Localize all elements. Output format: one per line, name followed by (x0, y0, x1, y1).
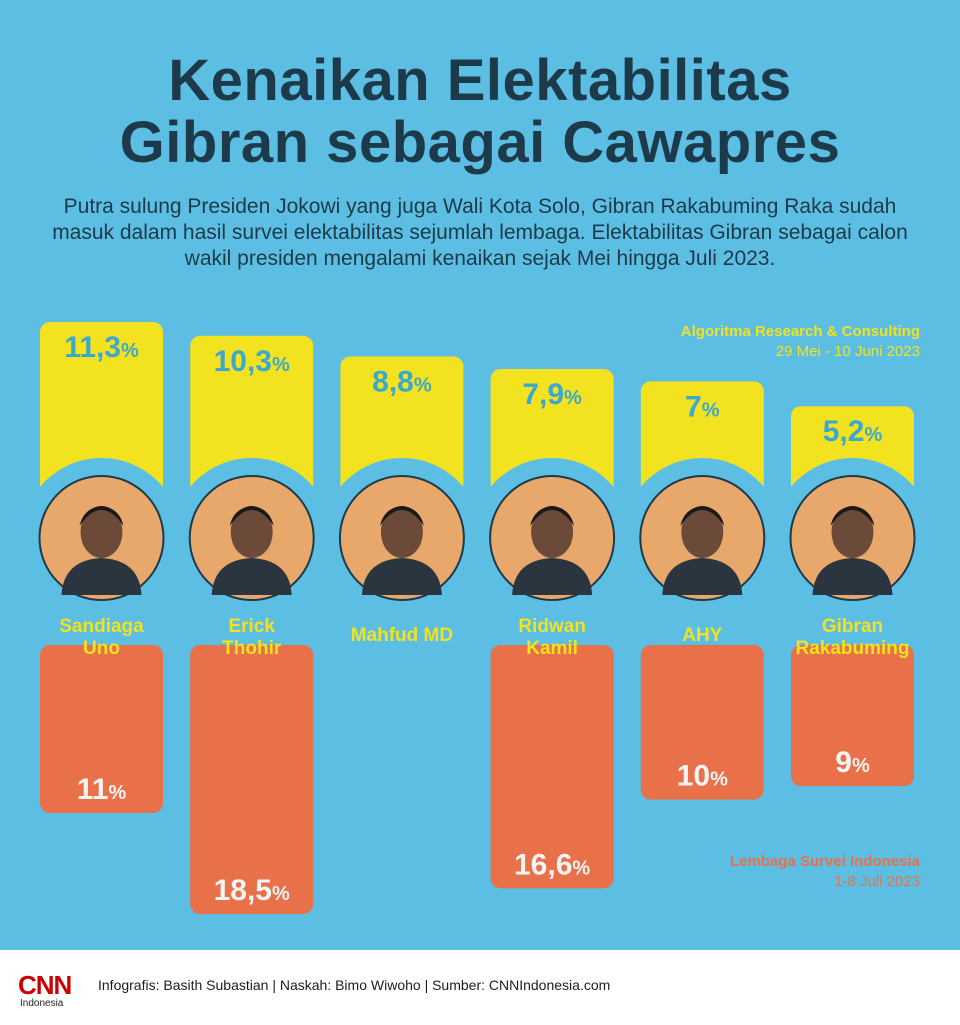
bar-bottom (190, 645, 314, 914)
candidate-name: Ridwan (518, 616, 586, 637)
bar-bottom (791, 645, 914, 787)
credits: Infografis: Basith Subastian | Naskah: B… (98, 977, 611, 993)
portrait-shoulders (662, 558, 743, 595)
candidate-name: AHY (682, 625, 722, 646)
portrait-head (681, 506, 724, 558)
intro-paragraph: Putra sulung Presiden Jokowi yang juga W… (52, 195, 908, 270)
portrait-shoulders (812, 558, 893, 595)
title-line-1: Kenaikan Elektabilitas (168, 48, 792, 113)
portrait-shoulders (512, 558, 593, 595)
portrait-hair (680, 506, 725, 526)
portrait-head (531, 506, 574, 558)
candidate-name: Sandiaga (59, 616, 144, 637)
source-top-period: 29 Mei - 10 Juni 2023 (775, 343, 920, 360)
portrait-shoulders (211, 558, 292, 595)
portrait-hair (379, 506, 424, 526)
portrait-shoulders (361, 558, 442, 595)
candidate-name: Uno (83, 638, 120, 659)
value-label-top: 7% (685, 390, 720, 423)
value-label-top: 8,8% (372, 366, 432, 399)
portrait-hair (229, 506, 274, 526)
title-line-2: Gibran sebagai Cawapres (119, 110, 841, 175)
bar-top (190, 335, 314, 498)
portrait-head (230, 506, 273, 558)
candidate-group: 7% 10% AHY (622, 381, 783, 800)
source-bottom-period: 1-8 Juli 2023 (834, 873, 920, 890)
cnn-logo-text: CNN (18, 970, 72, 1000)
portrait-hair (530, 506, 575, 526)
value-label-bottom: 10% (677, 760, 728, 793)
value-label-top: 10,3% (214, 345, 290, 378)
portrait-shoulders (61, 558, 142, 595)
bar-bottom (640, 645, 764, 800)
footer: CNN Indonesia Infografis: Basith Subasti… (0, 950, 960, 1025)
portrait-head (80, 506, 123, 558)
cnn-logo-subtext: Indonesia (20, 998, 64, 1009)
bar-bottom (490, 645, 614, 889)
bar-top (40, 322, 163, 498)
value-label-top: 5,2% (823, 415, 883, 448)
candidate-name: Kamil (526, 638, 578, 659)
value-label-bottom: 9% (835, 746, 870, 779)
candidate-name: Rakabuming (795, 638, 909, 659)
source-top: Algoritma Research & Consulting 29 Mei -… (681, 322, 920, 362)
cnn-logo[interactable]: CNN Indonesia (18, 970, 78, 1010)
value-label-top: 7,9% (522, 378, 582, 411)
portrait-head (380, 506, 423, 558)
value-label-bottom: 18,5% (214, 874, 290, 907)
portrait-hair (830, 506, 875, 526)
value-label-bottom: 16,6% (514, 848, 590, 881)
portrait-head (831, 506, 874, 558)
candidate-name: Erick (228, 616, 275, 637)
value-label-bottom: 11% (77, 773, 127, 806)
source-top-name: Algoritma Research & Consulting (680, 323, 920, 340)
source-bottom-name: Lembaga Survei Indonesia (729, 853, 920, 870)
bar-bottom (40, 645, 163, 814)
page-title: Kenaikan Elektabilitas Gibran sebagai Ca… (0, 50, 960, 174)
source-bottom: Lembaga Survei Indonesia 1-8 Juli 2023 (730, 852, 920, 892)
bar-top (340, 356, 464, 498)
candidate-name: Gibran (822, 616, 883, 637)
value-label-top: 11,3% (64, 331, 139, 364)
portrait-hair (79, 506, 124, 526)
candidate-name: Mahfud MD (351, 625, 453, 646)
candidate-name: Thohir (222, 638, 282, 659)
candidate-group: 8,8% Mahfud MD (321, 356, 482, 646)
